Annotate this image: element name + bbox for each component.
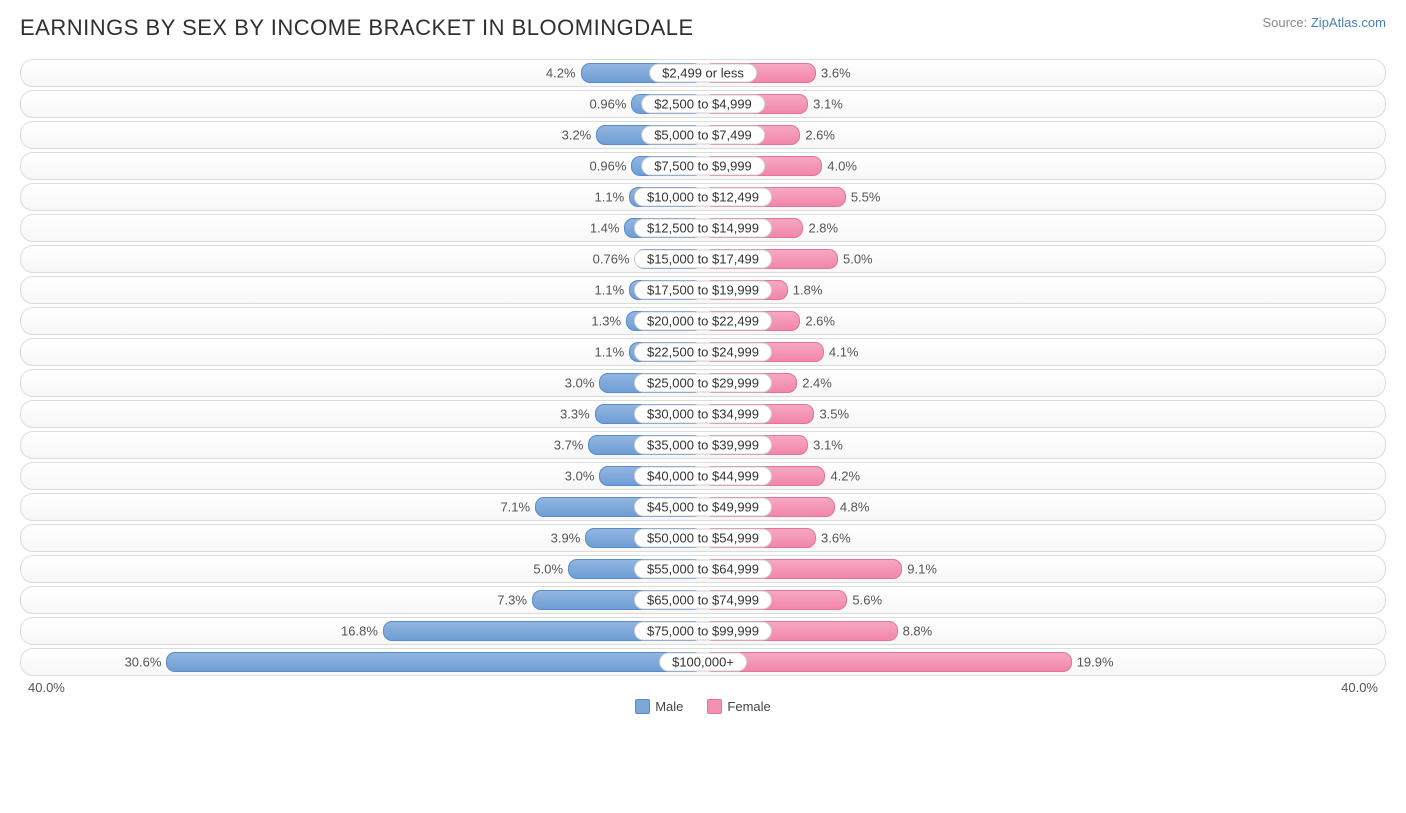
chart-row: 3.9% 3.6% $50,000 to $54,999	[20, 524, 1386, 552]
chart-row: 1.1% 1.8% $17,500 to $19,999	[20, 276, 1386, 304]
axis-max-right: 40.0%	[1341, 680, 1378, 695]
legend-item-male: Male	[635, 699, 683, 714]
income-bracket-label: $22,500 to $24,999	[634, 343, 772, 362]
male-value-label: 4.2%	[546, 66, 576, 81]
income-bracket-label: $2,500 to $4,999	[641, 95, 765, 114]
income-bracket-label: $12,500 to $14,999	[634, 219, 772, 238]
chart-row: 1.3% 2.6% $20,000 to $22,499	[20, 307, 1386, 335]
male-value-label: 5.0%	[533, 562, 563, 577]
income-bracket-label: $55,000 to $64,999	[634, 560, 772, 579]
female-value-label: 2.8%	[808, 221, 838, 236]
female-value-label: 8.8%	[903, 624, 933, 639]
income-bracket-label: $30,000 to $34,999	[634, 405, 772, 424]
male-value-label: 0.76%	[593, 252, 630, 267]
female-value-label: 5.5%	[851, 190, 881, 205]
income-bracket-label: $17,500 to $19,999	[634, 281, 772, 300]
chart-row: 4.2% 3.6% $2,499 or less	[20, 59, 1386, 87]
female-value-label: 3.1%	[813, 438, 843, 453]
male-swatch	[635, 699, 650, 714]
male-value-label: 3.9%	[551, 531, 581, 546]
chart-row: 3.7% 3.1% $35,000 to $39,999	[20, 431, 1386, 459]
female-value-label: 5.6%	[852, 593, 882, 608]
female-value-label: 3.6%	[821, 66, 851, 81]
male-value-label: 1.1%	[595, 283, 625, 298]
chart-row: 3.0% 4.2% $40,000 to $44,999	[20, 462, 1386, 490]
income-bracket-label: $5,000 to $7,499	[641, 126, 765, 145]
female-swatch	[707, 699, 722, 714]
female-value-label: 5.0%	[843, 252, 873, 267]
chart-row: 7.1% 4.8% $45,000 to $49,999	[20, 493, 1386, 521]
female-value-label: 4.8%	[840, 500, 870, 515]
source-attribution: Source: ZipAtlas.com	[1262, 15, 1386, 30]
female-value-label: 9.1%	[907, 562, 937, 577]
chart-row: 1.1% 5.5% $10,000 to $12,499	[20, 183, 1386, 211]
male-value-label: 1.1%	[595, 190, 625, 205]
male-value-label: 3.7%	[554, 438, 584, 453]
male-value-label: 7.1%	[500, 500, 530, 515]
female-value-label: 3.6%	[821, 531, 851, 546]
axis-max-left: 40.0%	[28, 680, 65, 695]
income-bracket-label: $25,000 to $29,999	[634, 374, 772, 393]
income-bracket-label: $10,000 to $12,499	[634, 188, 772, 207]
income-bracket-label: $7,500 to $9,999	[641, 157, 765, 176]
legend: Male Female	[20, 699, 1386, 714]
legend-label-male: Male	[655, 699, 683, 714]
male-value-label: 3.2%	[562, 128, 592, 143]
income-bracket-label: $15,000 to $17,499	[634, 250, 772, 269]
source-link[interactable]: ZipAtlas.com	[1311, 15, 1386, 30]
chart-row: 16.8% 8.8% $75,000 to $99,999	[20, 617, 1386, 645]
male-value-label: 7.3%	[497, 593, 527, 608]
chart-row: 0.96% 3.1% $2,500 to $4,999	[20, 90, 1386, 118]
diverging-bar-chart: 4.2% 3.6% $2,499 or less 0.96% 3.1% $2,500 to…	[20, 59, 1386, 676]
chart-row: 7.3% 5.6% $65,000 to $74,999	[20, 586, 1386, 614]
income-bracket-label: $50,000 to $54,999	[634, 529, 772, 548]
female-value-label: 4.0%	[827, 159, 857, 174]
male-bar: 30.6%	[166, 652, 703, 672]
female-value-label: 2.6%	[805, 128, 835, 143]
male-value-label: 1.3%	[591, 314, 621, 329]
income-bracket-label: $100,000+	[659, 653, 747, 672]
male-value-label: 3.0%	[565, 376, 595, 391]
legend-label-female: Female	[727, 699, 770, 714]
chart-row: 3.2% 2.6% $5,000 to $7,499	[20, 121, 1386, 149]
male-value-label: 30.6%	[125, 655, 162, 670]
female-value-label: 19.9%	[1077, 655, 1114, 670]
chart-row: 3.3% 3.5% $30,000 to $34,999	[20, 400, 1386, 428]
female-value-label: 1.8%	[793, 283, 823, 298]
female-value-label: 2.6%	[805, 314, 835, 329]
income-bracket-label: $35,000 to $39,999	[634, 436, 772, 455]
chart-row: 0.76% 5.0% $15,000 to $17,499	[20, 245, 1386, 273]
male-value-label: 1.1%	[595, 345, 625, 360]
male-value-label: 3.3%	[560, 407, 590, 422]
female-bar: 19.9%	[703, 652, 1072, 672]
female-value-label: 3.1%	[813, 97, 843, 112]
income-bracket-label: $75,000 to $99,999	[634, 622, 772, 641]
chart-row: 0.96% 4.0% $7,500 to $9,999	[20, 152, 1386, 180]
male-value-label: 16.8%	[341, 624, 378, 639]
male-value-label: 0.96%	[590, 159, 627, 174]
male-value-label: 1.4%	[590, 221, 620, 236]
female-value-label: 4.1%	[829, 345, 859, 360]
chart-row: 1.4% 2.8% $12,500 to $14,999	[20, 214, 1386, 242]
source-prefix: Source:	[1262, 15, 1310, 30]
female-value-label: 3.5%	[819, 407, 849, 422]
male-value-label: 3.0%	[565, 469, 595, 484]
female-value-label: 4.2%	[830, 469, 860, 484]
income-bracket-label: $65,000 to $74,999	[634, 591, 772, 610]
x-axis: 40.0% 40.0%	[20, 680, 1386, 695]
male-value-label: 0.96%	[590, 97, 627, 112]
income-bracket-label: $20,000 to $22,499	[634, 312, 772, 331]
chart-row: 5.0% 9.1% $55,000 to $64,999	[20, 555, 1386, 583]
income-bracket-label: $40,000 to $44,999	[634, 467, 772, 486]
income-bracket-label: $45,000 to $49,999	[634, 498, 772, 517]
chart-row: 1.1% 4.1% $22,500 to $24,999	[20, 338, 1386, 366]
legend-item-female: Female	[707, 699, 770, 714]
female-value-label: 2.4%	[802, 376, 832, 391]
chart-title: EARNINGS BY SEX BY INCOME BRACKET IN BLO…	[20, 15, 694, 41]
income-bracket-label: $2,499 or less	[649, 64, 757, 83]
chart-row: 30.6%19.9%$100,000+	[20, 648, 1386, 676]
chart-row: 3.0% 2.4% $25,000 to $29,999	[20, 369, 1386, 397]
